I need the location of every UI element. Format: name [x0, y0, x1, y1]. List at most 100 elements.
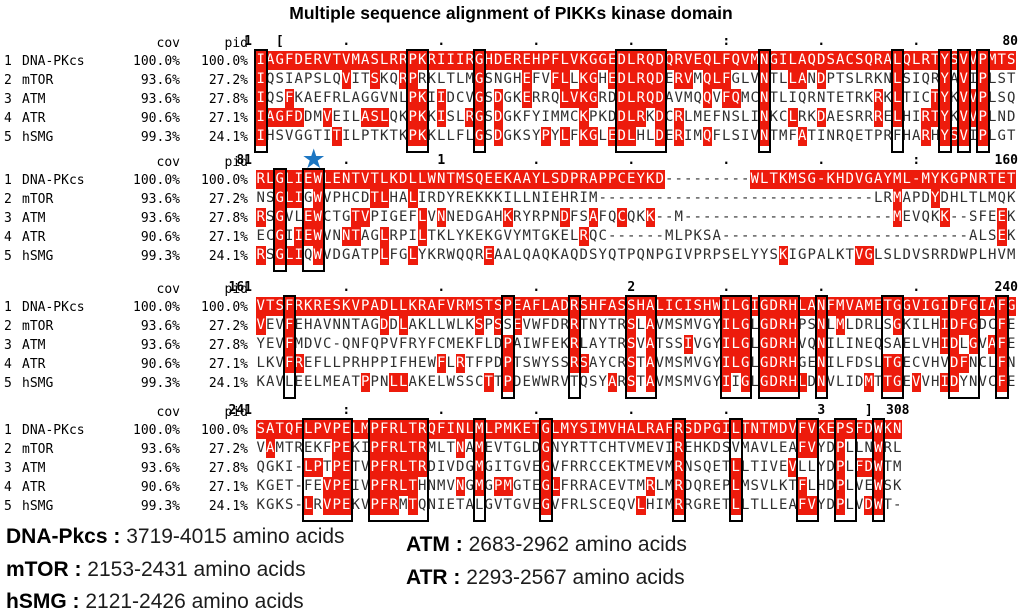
residue-cell: - — [693, 171, 702, 187]
residue-cell: M — [294, 336, 303, 352]
residue-cell: S — [883, 317, 892, 333]
residue-cell: T — [997, 51, 1007, 70]
residue-cell: T — [902, 90, 911, 106]
residue-cell: G — [968, 316, 978, 335]
row-label: 1 DNA-PKcs 100.0% 100.0% — [4, 298, 252, 317]
residue-cell: V — [968, 108, 978, 127]
residue-cell: - — [693, 209, 702, 225]
residue-cell: S — [275, 71, 284, 87]
residue-cell: G — [693, 497, 702, 513]
residue-cell: L — [807, 478, 816, 494]
residue-cell: F — [294, 420, 304, 439]
residue-cell: L — [845, 497, 854, 513]
residue-cell: H — [418, 478, 427, 494]
residue-cell: R — [855, 109, 864, 125]
residue-cell: V — [322, 420, 332, 439]
residue-cell: K — [513, 128, 522, 144]
residue-cell: - — [845, 190, 854, 206]
residue-cell: Q — [664, 51, 674, 70]
residue-cell: H — [788, 373, 798, 392]
residue-cell: R — [418, 71, 427, 87]
residue-cell: R — [465, 108, 475, 127]
residue-cell: K — [389, 170, 399, 189]
residue-cell: E — [484, 246, 494, 265]
residue-cell: V — [446, 459, 455, 475]
residue-cell: A — [351, 90, 360, 106]
residue-cell: N — [389, 90, 398, 106]
residue-cell: P — [978, 70, 988, 89]
row-label: 4 ATR 90.6% 27.1% — [4, 228, 252, 247]
residue-cell: S — [589, 374, 598, 390]
residue-cell: Q — [997, 190, 1006, 206]
residue-cell: M — [474, 420, 484, 439]
row-label: 5 hSMG 99.3% 24.1% — [4, 128, 252, 147]
residue-cell: D — [769, 373, 779, 392]
residue-cell: V — [323, 317, 332, 333]
residue-cell: G — [541, 228, 550, 244]
residue-cell: N — [969, 355, 978, 371]
residue-cell: G — [759, 297, 769, 316]
residue-cell: S — [332, 297, 342, 316]
figure-title: Multiple sequence alignment of PIKKs kin… — [289, 3, 733, 23]
residue-cell: G — [389, 209, 398, 225]
residue-cell: I — [437, 497, 446, 513]
residue-cell: L — [560, 70, 570, 89]
sequence-name: mTOR — [22, 192, 54, 207]
residue-cell: Q — [1007, 90, 1016, 106]
residue-cell: Y — [531, 170, 541, 189]
residue-cell: - — [950, 228, 959, 244]
residue-cell: T — [769, 71, 778, 87]
residue-cell: I — [380, 209, 389, 225]
residue-cell: L — [892, 51, 902, 70]
residue-cell: - — [741, 209, 750, 225]
residue-cell: R — [883, 190, 892, 206]
residue-cell: W — [873, 439, 883, 458]
residue-cell: F — [379, 439, 389, 458]
residue-cell: F — [284, 108, 294, 127]
residue-cell: M — [864, 297, 874, 316]
residue-cell: E — [512, 297, 522, 316]
residue-cell: A — [969, 228, 978, 244]
residue-cell: Y — [560, 440, 569, 456]
residue-cell: F — [304, 478, 313, 494]
residue-cell: - — [760, 190, 769, 206]
residue-cell: - — [779, 190, 788, 206]
residue-cell: I — [541, 109, 550, 125]
residue-cell: K — [950, 90, 959, 106]
residue-cell: E — [522, 374, 531, 390]
residue-cell: W — [313, 189, 323, 208]
residue-cell: I — [588, 420, 598, 439]
residue-cell: F — [854, 458, 864, 477]
residue-cell: D — [379, 297, 389, 316]
residue-cell: N — [427, 478, 436, 494]
residue-cell: R — [456, 190, 465, 206]
residue-cell: Q — [693, 90, 702, 106]
residue-cell: - — [798, 228, 807, 244]
residue-cell: A — [589, 478, 598, 494]
residue-cell: R — [873, 89, 883, 108]
residue-cell: K — [427, 71, 436, 87]
residue-cell: - — [722, 228, 731, 244]
residue-cell: E — [902, 209, 911, 225]
residue-cell: S — [522, 355, 531, 371]
residue-cell: T — [608, 317, 617, 333]
residue-cell: K — [560, 336, 569, 352]
residue-cell: - — [703, 171, 712, 187]
row-label: 3 ATM 93.6% 27.8% — [4, 459, 252, 478]
residue-cell: S — [997, 71, 1006, 87]
residue-cell: L — [379, 51, 389, 70]
residue-cell: D — [655, 70, 665, 89]
residue-cell: K — [417, 127, 427, 146]
residue-cell: V — [322, 108, 332, 127]
ruler-tick: . — [437, 34, 446, 49]
residue-cell: I — [436, 51, 446, 70]
residue-cell: P — [978, 51, 988, 70]
residue-cell: P — [655, 247, 664, 263]
residue-cell: E — [608, 459, 617, 475]
residue-cell: I — [940, 335, 950, 354]
residue-cell: T — [408, 420, 418, 439]
residue-cell: I — [436, 89, 446, 108]
residue-cell: E — [646, 440, 655, 456]
residue-cell: T — [769, 90, 778, 106]
residue-cell: S — [285, 497, 294, 513]
